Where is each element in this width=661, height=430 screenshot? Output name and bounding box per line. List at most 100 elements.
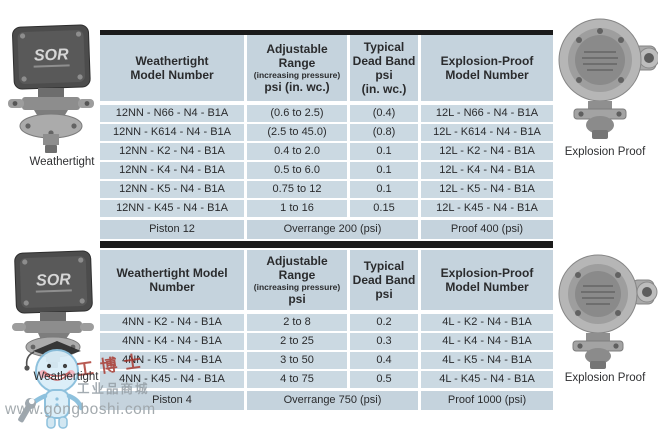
header-subnote: (increasing pressure): [253, 282, 341, 292]
table-cell: 0.2: [350, 314, 418, 331]
table2-header-dead-band: Typical Dead Band psi: [350, 250, 418, 310]
table2-header-row: Weathertight Model Number Adjustable Ran…: [100, 250, 553, 310]
table-cell: 0.15: [350, 200, 418, 217]
header-line: Model Number: [445, 280, 529, 294]
caption-explosion-proof-bottom: Explosion Proof: [564, 372, 646, 384]
table-cell: 12NN - N66 - N4 - B1A: [100, 105, 244, 122]
table-cell: 4L - K2 - N4 - B1A: [421, 314, 553, 331]
table-cell: 0.4 to 2.0: [247, 143, 347, 160]
header-line: Adjustable: [266, 254, 328, 268]
table-cell: (0.6 to 2.5): [247, 105, 347, 122]
table-cell: (2.5 to 45.0): [247, 124, 347, 141]
mascot-robot-icon: [18, 341, 84, 429]
table-cell: 0.4: [350, 352, 418, 369]
header-line: psi: [375, 287, 393, 301]
table-cell: 0.1: [350, 181, 418, 198]
table1-body: 12NN - N66 - N4 - B1A (0.6 to 2.5) (0.4)…: [100, 105, 553, 217]
table-cell: 12L - K4 - N4 - B1A: [421, 162, 553, 179]
watermark-tagline-chinese: 工业品商城: [77, 382, 150, 396]
table-cell: 0.5: [350, 371, 418, 388]
weathertight-switch-illustration: SOR: [8, 24, 94, 153]
table-cell: 12NN - K45 - N4 - B1A: [100, 200, 244, 217]
table-cell: 12L - K5 - N4 - B1A: [421, 181, 553, 198]
table2-header-explosion-proof-model: Explosion-Proof Model Number: [421, 250, 553, 310]
piston-label: Piston 12: [100, 220, 244, 239]
table-cell: 1 to 16: [247, 200, 347, 217]
header-line: Weathertight: [135, 54, 209, 68]
weathertight-product-photo-bottom: SOR: [6, 246, 102, 373]
header-subnote: (increasing pressure): [253, 70, 341, 80]
caption-explosion-proof-top: Explosion Proof: [564, 146, 646, 158]
proof-label: Proof 1000 (psi): [421, 391, 553, 410]
header-line: Dead Band: [352, 54, 416, 68]
table-cell: 0.3: [350, 333, 418, 350]
table-cell: 12L - K2 - N4 - B1A: [421, 143, 553, 160]
table-divider-bar: [100, 241, 553, 248]
header-line: Model Number: [445, 68, 529, 82]
table-cell: 12L - N66 - N4 - B1A: [421, 105, 553, 122]
overrange-label: Overrange 200 (psi): [247, 220, 418, 239]
table2-header-weathertight-model: Weathertight Model Number: [100, 250, 244, 310]
brand-logo-text: SOR: [34, 46, 70, 64]
caption-weathertight-top: Weathertight: [29, 156, 95, 168]
header-line: Dead Band: [352, 273, 416, 287]
watermark-url: www.gongboshi.com: [5, 401, 156, 418]
header-line: Explosion-Proof: [440, 266, 534, 280]
table-cell: 4NN - K4 - N4 - B1A: [100, 333, 244, 350]
table-cell: 12L - K614 - N4 - B1A: [421, 124, 553, 141]
table2-header-adjustable-range: Adjustable Range (increasing pressure) p…: [247, 250, 347, 310]
header-line: Typical: [363, 40, 405, 54]
header-unit: psi: [288, 292, 306, 306]
header-line: Model Number: [130, 68, 214, 82]
proof-label: Proof 400 (psi): [421, 220, 553, 239]
table-cell: 0.1: [350, 162, 418, 179]
table1-header-row: Weathertight Model Number Adjustable Ran…: [100, 35, 553, 101]
table-cell: 2 to 8: [247, 314, 347, 331]
caption-weathertight-bottom: Weathertight: [33, 371, 99, 383]
header-line: Adjustable: [266, 42, 328, 56]
table-cell: 0.75 to 12: [247, 181, 347, 198]
table1-header-adjustable-range: Adjustable Range (increasing pressure) p…: [247, 35, 347, 101]
table2-body: 4NN - K2 - N4 - B1A 2 to 8 0.2 4L - K2 -…: [100, 314, 553, 388]
table1-footer-row: Piston 12 Overrange 200 (psi) Proof 400 …: [100, 220, 553, 239]
table-cell: (0.8): [350, 124, 418, 141]
header-unit: psi (in. wc.): [264, 80, 330, 94]
table-cell: 4L - K45 - N4 - B1A: [421, 371, 553, 388]
header-line: Weathertight Model: [116, 266, 228, 280]
table-cell: 2 to 25: [247, 333, 347, 350]
explosion-proof-product-photo-bottom: [552, 252, 658, 375]
table-cell: 12NN - K5 - N4 - B1A: [100, 181, 244, 198]
table-cell: 0.5 to 6.0: [247, 162, 347, 179]
table-cell: 12NN - K4 - N4 - B1A: [100, 162, 244, 179]
table-cell: 12NN - K614 - N4 - B1A: [100, 124, 244, 141]
header-line: (in. wc.): [361, 82, 407, 96]
table-cell: 0.1: [350, 143, 418, 160]
overrange-label: Overrange 750 (psi): [247, 391, 418, 410]
spec-tables: Weathertight Model Number Adjustable Ran…: [100, 30, 553, 410]
table1-top-bar: [100, 30, 553, 35]
explosion-proof-product-photo-top: [554, 14, 660, 147]
explosion-proof-switch-illustration: [558, 18, 660, 139]
weathertight-switch-illustration: SOR: [12, 250, 94, 368]
header-line: Typical: [363, 259, 405, 273]
weathertight-product-photo-top: SOR: [6, 16, 98, 159]
table-cell: 3 to 50: [247, 352, 347, 369]
table-cell: 4 to 75: [247, 371, 347, 388]
table1-header-weathertight-model: Weathertight Model Number: [100, 35, 244, 101]
header-line: Range: [278, 56, 316, 70]
table2-footer-row: Piston 4 Overrange 750 (psi) Proof 1000 …: [100, 391, 553, 410]
piston-label: Piston 4: [100, 391, 244, 410]
header-line: Range: [278, 268, 316, 282]
table-cell: 4L - K5 - N4 - B1A: [421, 352, 553, 369]
header-line: psi: [375, 68, 393, 82]
header-line: Number: [149, 280, 195, 294]
table-cell: 4NN - K5 - N4 - B1A: [100, 352, 244, 369]
explosion-proof-switch-illustration: [558, 254, 658, 369]
brand-logo-text: SOR: [36, 271, 72, 289]
header-line: Explosion-Proof: [440, 54, 534, 68]
table1-header-dead-band: Typical Dead Band psi (in. wc.): [350, 35, 418, 101]
table-cell: 12NN - K2 - N4 - B1A: [100, 143, 244, 160]
table-cell: 4L - K4 - N4 - B1A: [421, 333, 553, 350]
table-cell: (0.4): [350, 105, 418, 122]
